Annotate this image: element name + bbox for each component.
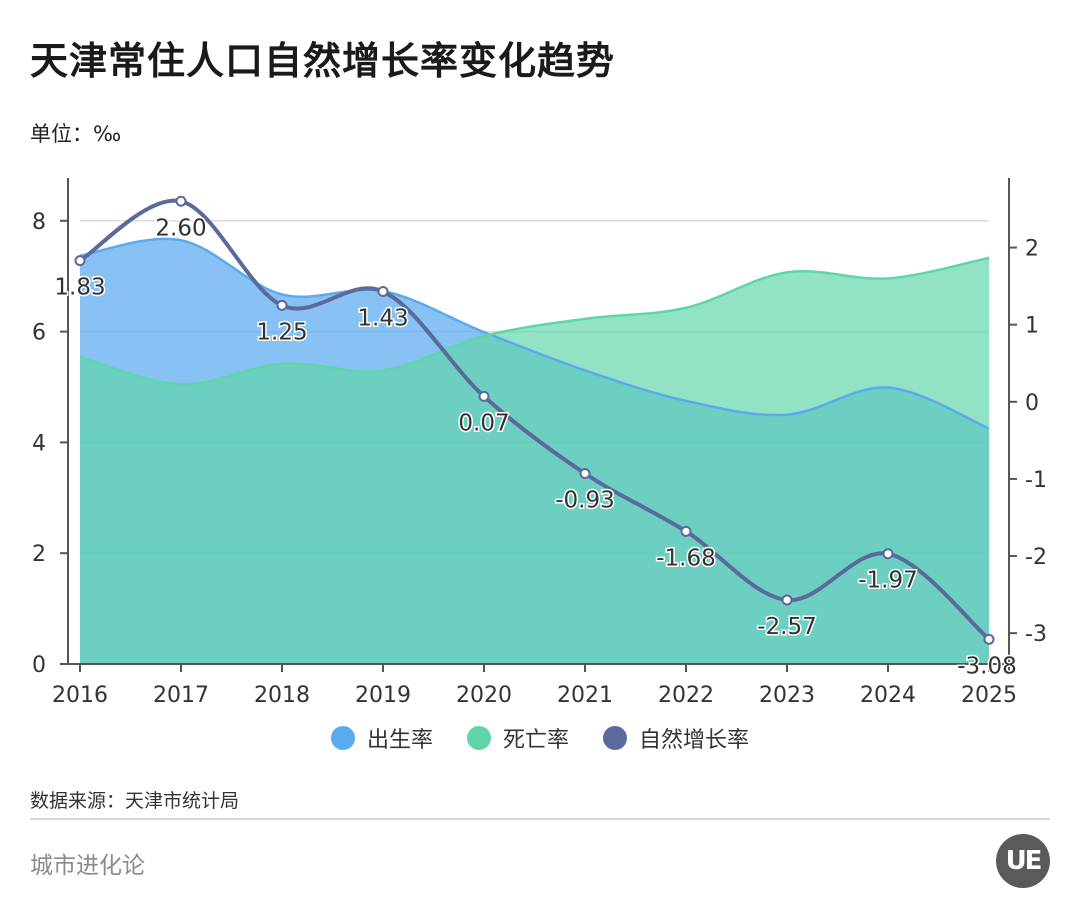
legend-item-birth[interactable]: 出生率 [330, 722, 433, 754]
data-label-natural: -3.08 [957, 653, 1017, 679]
series-point-natural [882, 548, 894, 560]
series-point-natural [175, 195, 187, 207]
data-label-natural: 0.07 [458, 410, 509, 436]
x-tick-label: 2024 [860, 683, 916, 708]
brand-logo-icon: UE [996, 834, 1050, 888]
brand-name: 城市进化论 [30, 853, 145, 879]
series-point-natural [579, 468, 591, 480]
right-tick-label: -3 [1025, 622, 1047, 647]
legend-label-natural: 自然增长率 [639, 728, 750, 753]
x-tick-label: 2021 [557, 683, 613, 708]
legend-item-death[interactable]: 死亡率 [466, 722, 569, 754]
left-tick-label: 2 [32, 542, 46, 567]
legend-label-birth: 出生率 [366, 728, 433, 753]
left-tick-label: 4 [32, 431, 46, 456]
data-label-natural: -1.97 [858, 568, 918, 594]
x-tick-label: 2019 [355, 683, 411, 708]
series-point-natural [276, 299, 288, 311]
legend-dot-natural [603, 726, 627, 750]
x-tick-label: 2018 [254, 683, 310, 708]
data-label-natural: 1.43 [357, 306, 408, 332]
x-tick-label: 2016 [52, 683, 108, 708]
series-point-natural [680, 525, 692, 537]
series-point-natural [377, 286, 389, 298]
data-label-natural: 1.83 [54, 275, 105, 301]
right-tick-label: -2 [1025, 545, 1047, 570]
series-point-natural [478, 390, 490, 402]
legend-label-death: 死亡率 [502, 728, 569, 753]
series-point-natural [983, 633, 995, 645]
chart-area: 0 2 4 6 8 -3 -2 -1 0 1 2 2016 2017 2018 2019 2020 2021 20… [32, 178, 1047, 708]
chart-title: 天津常住人口自然增长率变化趋势 [30, 39, 616, 83]
data-label-natural: 2.60 [155, 215, 206, 241]
data-label-natural: 1.25 [256, 319, 307, 345]
legend-dot-death [466, 726, 491, 750]
right-tick-label: 1 [1025, 314, 1039, 339]
series-line-death [79, 256, 990, 386]
series-point-natural [781, 594, 793, 606]
legend-dot-birth [330, 726, 355, 750]
legend-item-natural[interactable]: 自然增长率 [603, 722, 749, 754]
x-tick-label: 2023 [759, 683, 815, 708]
series-area-death [80, 257, 989, 664]
x-tick-label: 2020 [456, 683, 512, 708]
x-tick-label: 2025 [961, 683, 1017, 708]
data-label-natural: -1.68 [656, 545, 716, 571]
right-tick-label: 0 [1025, 391, 1039, 416]
data-label-natural: -0.93 [555, 488, 615, 514]
series-point-natural [74, 255, 86, 267]
left-tick-label: 0 [32, 653, 46, 678]
legend: 出生率 死亡率 自然增长率 [0, 722, 1080, 754]
left-tick-label: 8 [32, 210, 46, 235]
data-label-natural: -2.57 [757, 614, 817, 640]
unit-label: 单位：‰ [30, 122, 122, 146]
x-tick-label: 2017 [153, 683, 209, 708]
footer-divider [30, 818, 1050, 820]
right-tick-label: -1 [1025, 468, 1047, 493]
series-line-birth [79, 237, 990, 430]
data-source: 数据来源：天津市统计局 [30, 790, 240, 812]
series-line-natural [78, 198, 991, 641]
left-tick-label: 6 [32, 321, 46, 346]
x-tick-label: 2022 [658, 683, 714, 708]
right-tick-label: 2 [1025, 237, 1039, 262]
